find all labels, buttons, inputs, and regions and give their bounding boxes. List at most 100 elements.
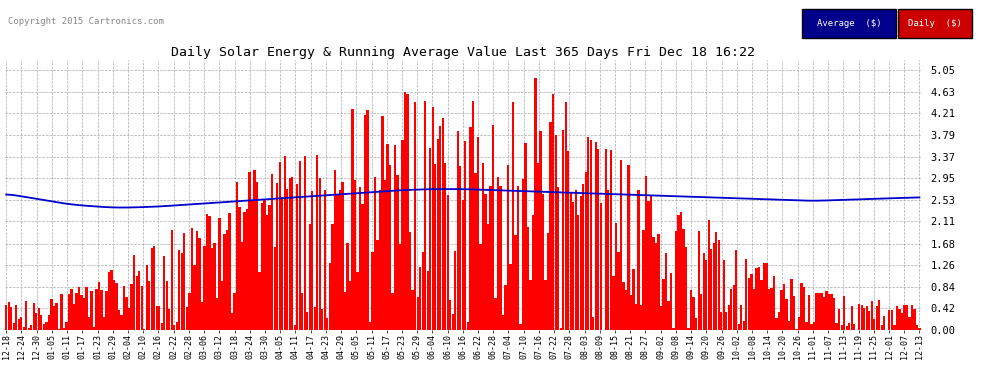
Bar <box>482 164 484 330</box>
Bar <box>898 309 901 330</box>
Bar <box>720 312 723 330</box>
Bar <box>841 326 842 330</box>
Bar <box>346 243 348 330</box>
Bar <box>512 102 514 330</box>
Bar <box>175 322 178 330</box>
Bar <box>685 247 687 330</box>
Bar <box>860 305 863 330</box>
Bar <box>344 292 346 330</box>
Bar <box>206 214 208 330</box>
Bar <box>893 325 896 330</box>
Bar <box>445 163 446 330</box>
Bar <box>309 224 311 330</box>
Bar <box>522 179 524 330</box>
Bar <box>414 102 417 330</box>
Bar <box>582 184 584 330</box>
Bar <box>705 260 707 330</box>
Bar <box>437 139 439 330</box>
Bar <box>747 278 750 330</box>
Bar <box>800 283 803 330</box>
Bar <box>429 148 432 330</box>
Bar <box>741 305 742 330</box>
Bar <box>833 298 836 330</box>
Bar <box>299 160 301 330</box>
Bar <box>816 293 818 330</box>
Bar <box>665 253 667 330</box>
Bar <box>823 297 826 330</box>
Bar <box>517 186 519 330</box>
Bar <box>853 324 855 330</box>
Bar <box>798 317 800 330</box>
Bar <box>165 281 168 330</box>
Bar <box>845 326 847 330</box>
Bar <box>208 216 211 330</box>
Bar <box>271 174 273 330</box>
Bar <box>806 321 808 330</box>
Bar <box>557 187 559 330</box>
Bar <box>103 317 105 330</box>
Bar <box>873 320 875 330</box>
Bar <box>768 289 770 330</box>
Bar <box>459 166 461 330</box>
Bar <box>643 230 644 330</box>
Bar <box>657 234 659 330</box>
Bar <box>211 248 213 330</box>
Bar <box>36 312 38 330</box>
Bar <box>10 306 13 330</box>
Bar <box>371 252 373 330</box>
Bar <box>201 302 203 330</box>
Bar <box>836 323 838 330</box>
Bar <box>203 246 206 330</box>
Bar <box>891 310 893 330</box>
Bar <box>461 200 464 330</box>
Bar <box>389 165 391 330</box>
Bar <box>339 190 341 330</box>
Bar <box>113 280 115 330</box>
Bar <box>592 317 594 330</box>
Bar <box>80 295 82 330</box>
Bar <box>83 298 85 330</box>
Bar <box>559 328 562 330</box>
Bar <box>13 323 15 330</box>
Bar <box>677 215 680 330</box>
Bar <box>281 197 283 330</box>
Bar <box>163 255 165 330</box>
Bar <box>778 312 780 330</box>
Bar <box>795 329 798 330</box>
Bar <box>60 294 62 330</box>
Bar <box>878 300 880 330</box>
Bar <box>136 276 138 330</box>
Bar <box>896 306 898 330</box>
Bar <box>73 304 75 330</box>
Bar <box>831 294 833 330</box>
Bar <box>725 312 728 330</box>
Bar <box>487 224 489 330</box>
Bar <box>850 306 852 330</box>
Bar <box>321 309 324 330</box>
Bar <box>306 312 309 330</box>
Bar <box>326 318 329 330</box>
Bar <box>803 287 805 330</box>
Bar <box>913 309 916 330</box>
Bar <box>863 308 865 330</box>
Bar <box>615 223 617 330</box>
Bar <box>43 324 45 330</box>
Bar <box>356 273 358 330</box>
Bar <box>399 244 401 330</box>
Bar <box>250 200 253 330</box>
Bar <box>449 300 451 330</box>
Bar <box>316 155 319 330</box>
Bar <box>229 213 231 330</box>
Bar <box>590 140 592 330</box>
Bar <box>730 290 733 330</box>
Bar <box>62 328 65 330</box>
Bar <box>612 276 615 330</box>
Bar <box>419 267 422 330</box>
Bar <box>8 302 10 330</box>
Bar <box>118 310 120 330</box>
Bar <box>906 305 908 330</box>
Bar <box>131 284 133 330</box>
Bar <box>713 243 715 330</box>
Bar <box>379 190 381 330</box>
Bar <box>552 94 554 330</box>
